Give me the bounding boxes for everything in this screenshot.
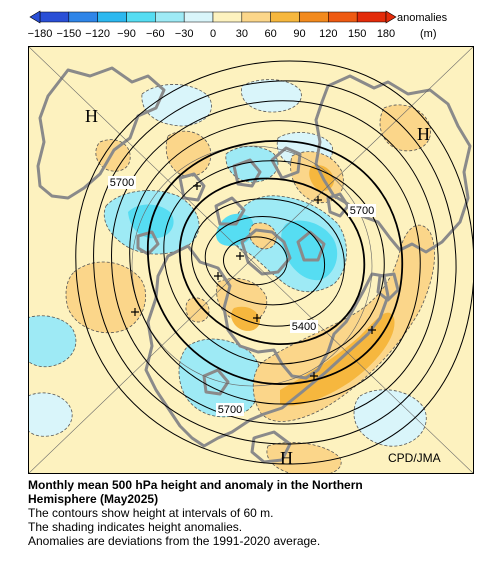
colorbar-tick-label: −150 [56,28,81,40]
colorbar-cell [241,11,271,23]
colorbar-left-arrow [29,10,41,24]
colorbar-tick-label: −180 [28,28,53,40]
contour-label: 5400 [292,321,316,333]
high-pressure-label: H [280,448,293,468]
map-frame [28,46,474,474]
colorbar-tick-label: −120 [85,28,110,40]
contour-label: 5700 [110,177,134,189]
caption: Monthly mean 500 hPa height and anomaly … [28,478,468,548]
colorbar-tick-label: 90 [293,28,305,40]
colorbar-cell [97,11,127,23]
credit-label: CPD/JMA [388,451,441,465]
colorbar-cell [356,11,387,23]
contour-label-box [348,204,376,217]
colorbar-tick-label: 120 [319,28,337,40]
colorbar-cell [39,11,70,23]
graticule [28,46,474,474]
colorbar-cell [299,11,329,23]
colorbar-tick-label: 0 [210,28,216,40]
legend-unit: (m) [420,28,437,40]
caption-line2: The shading indicates height anomalies. [28,520,243,534]
high-pressure-label: H [85,106,98,126]
caption-title-line2: Hemisphere (May2025) [28,492,159,506]
caption-title-line1: Monthly mean 500 hPa height and anomaly … [28,478,363,492]
colorbar-tick-label: 30 [236,28,248,40]
height-contours [75,60,474,465]
negative-anomaly-shading [28,79,427,447]
colorbar-tick-label: 60 [265,28,277,40]
colorbar-cell [212,11,243,23]
hemisphere-map: H H H 5700 5700 5400 5700 CPD/JMA [28,46,474,474]
colorbar-tick-label: −30 [175,28,194,40]
contour-label-box [108,176,136,189]
legend-label: anomalies [397,12,448,24]
colorbar-cell [328,11,358,23]
colorbar-cell [126,11,156,23]
extremum-markers [131,182,376,380]
colorbar-cell [68,11,98,23]
colorbar-tick-label: 180 [377,28,395,40]
colorbar-right-arrow [385,10,397,24]
colorbar-cell [183,11,214,23]
caption-line1: The contours show height at intervals of… [28,506,274,520]
colorbar-tick-label: −90 [117,28,136,40]
colorbar-cell [270,11,300,23]
contour-label-box [216,403,244,416]
colorbar-tick-label: 150 [348,28,366,40]
anomaly-colorbar: −180 −150 −120 −90 −60 −30 0 30 60 90 120 150 180 an… [28,10,448,40]
contour-label-box [290,320,318,333]
colorbar-cell [155,11,185,23]
caption-line3: Anomalies are deviations from the 1991-2… [28,534,321,548]
land-masses [36,66,472,464]
colorbar-tick-label: −60 [146,28,165,40]
high-pressure-label: H [417,124,430,144]
contour-label: 5700 [350,205,374,217]
contour-label: 5700 [218,404,242,416]
